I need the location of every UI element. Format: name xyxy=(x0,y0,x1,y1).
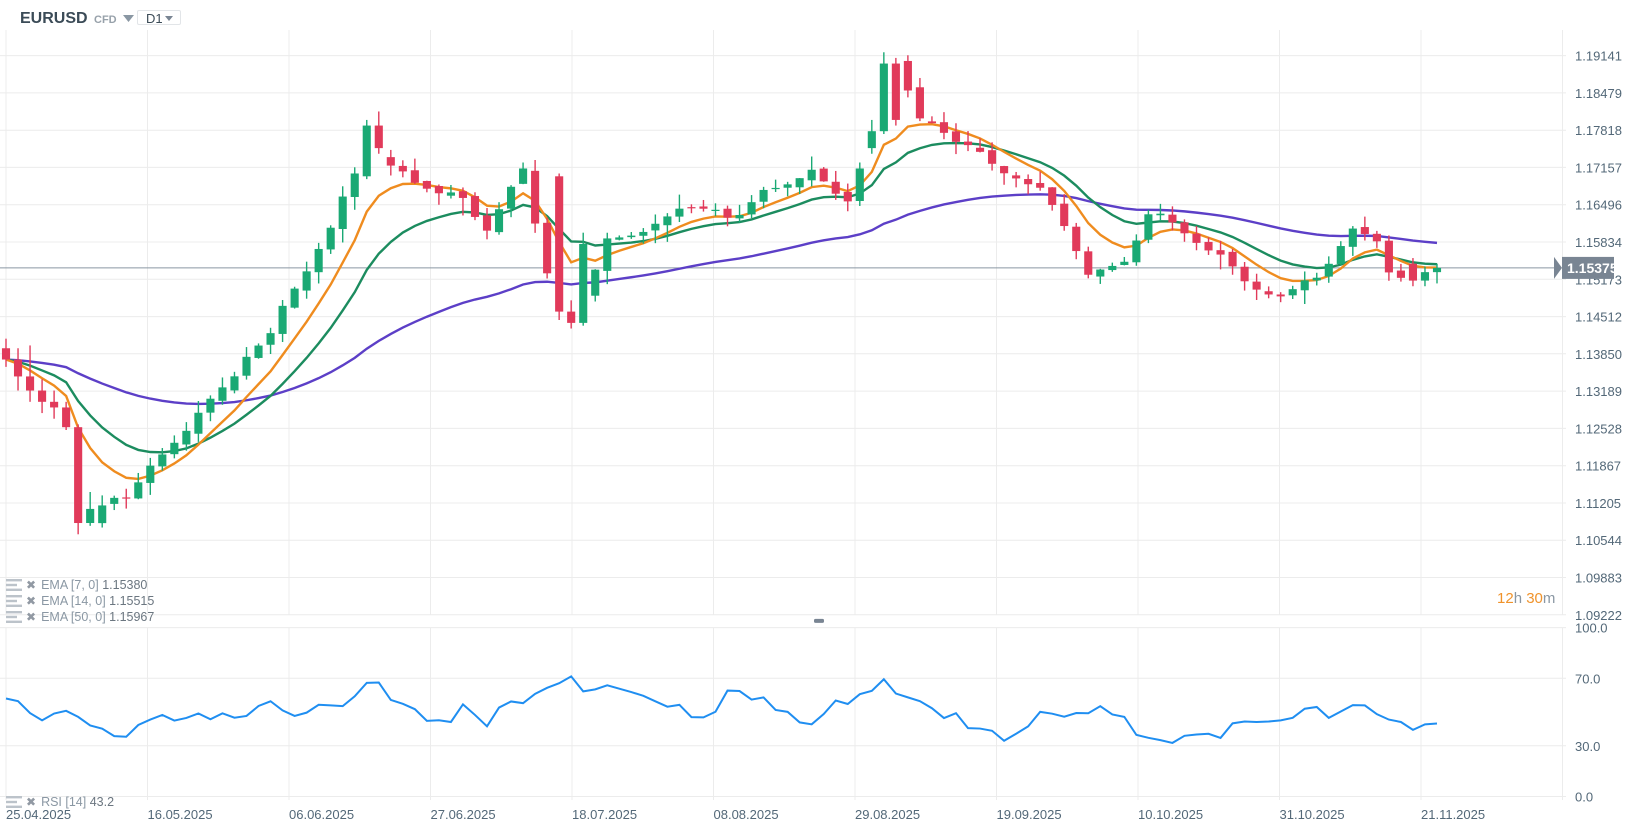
svg-text:1.17157: 1.17157 xyxy=(1575,160,1622,175)
svg-text:29.08.2025: 29.08.2025 xyxy=(855,807,920,822)
svg-text:70.0: 70.0 xyxy=(1575,671,1600,686)
svg-text:1.19141: 1.19141 xyxy=(1575,49,1622,64)
svg-text:08.08.2025: 08.08.2025 xyxy=(714,807,779,822)
svg-text:1.15834: 1.15834 xyxy=(1575,235,1622,250)
svg-text:25.04.2025: 25.04.2025 xyxy=(6,807,71,822)
svg-text:1.11205: 1.11205 xyxy=(1575,496,1621,511)
svg-text:100.0: 100.0 xyxy=(1575,621,1608,636)
svg-text:1.14512: 1.14512 xyxy=(1575,310,1622,325)
svg-text:10.10.2025: 10.10.2025 xyxy=(1138,807,1203,822)
svg-text:1.13850: 1.13850 xyxy=(1575,347,1622,362)
svg-text:1.12528: 1.12528 xyxy=(1575,421,1622,436)
svg-text:18.07.2025: 18.07.2025 xyxy=(572,807,637,822)
svg-text:1.10544: 1.10544 xyxy=(1575,533,1622,548)
svg-text:16.05.2025: 16.05.2025 xyxy=(148,807,213,822)
svg-text:06.06.2025: 06.06.2025 xyxy=(289,807,354,822)
svg-text:12h 30m: 12h 30m xyxy=(1497,590,1555,607)
svg-text:1.11867: 1.11867 xyxy=(1575,459,1621,474)
svg-text:1.18479: 1.18479 xyxy=(1575,86,1622,101)
svg-text:1.09883: 1.09883 xyxy=(1575,571,1622,586)
svg-text:1.17818: 1.17818 xyxy=(1575,123,1622,138)
svg-text:30.0: 30.0 xyxy=(1575,739,1600,754)
svg-text:27.06.2025: 27.06.2025 xyxy=(431,807,496,822)
svg-text:19.09.2025: 19.09.2025 xyxy=(997,807,1062,822)
svg-text:1.13189: 1.13189 xyxy=(1575,384,1622,399)
svg-text:21.11.2025: 21.11.2025 xyxy=(1421,807,1485,822)
svg-text:31.10.2025: 31.10.2025 xyxy=(1280,807,1345,822)
svg-text:1.16496: 1.16496 xyxy=(1575,198,1622,213)
svg-text:1.15375: 1.15375 xyxy=(1567,260,1618,276)
svg-text:0.0: 0.0 xyxy=(1575,790,1593,805)
